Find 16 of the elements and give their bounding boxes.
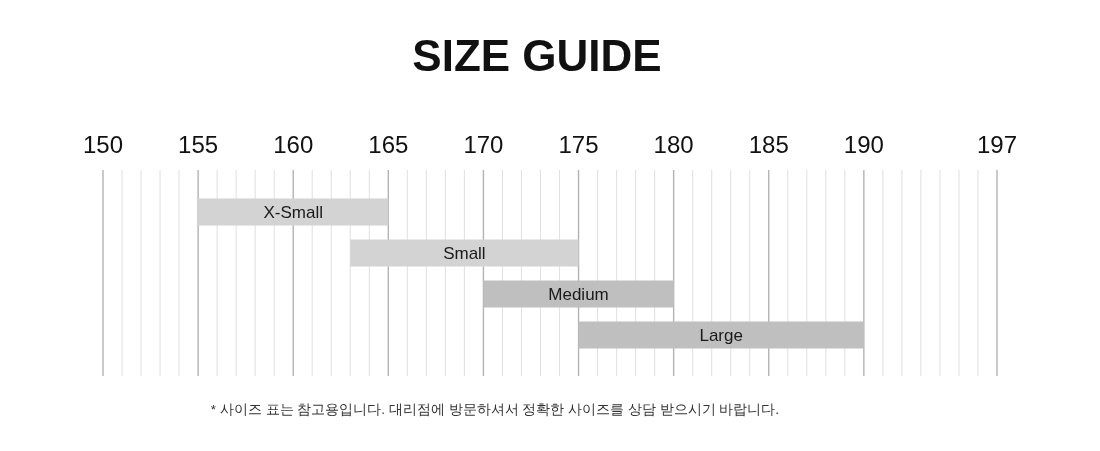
x-tick-label: 197 [976, 131, 1018, 158]
category-label: Large [699, 326, 743, 345]
x-tick-label: 170 [463, 131, 504, 158]
category-label: Medium [548, 285, 609, 304]
x-tick-label: 160 [273, 131, 314, 158]
x-tick-label: 180 [653, 131, 694, 158]
x-tick-label: 155 [178, 131, 219, 158]
x-tick-label: 185 [748, 131, 789, 158]
title: SIZE GUIDE [412, 31, 662, 80]
category-label: X-Small [263, 203, 323, 222]
x-tick-label: 165 [368, 131, 409, 158]
x-tick-label: 150 [82, 131, 124, 158]
category-label: Small [443, 244, 486, 263]
x-tick-label: 175 [558, 131, 599, 158]
annotation: * 사이즈 표는 참고용입니다. 대리점에 방문하셔서 정확한 사이즈를 상담 받으시기 바랍니다. [210, 402, 780, 417]
x-tick-label: 190 [843, 131, 884, 158]
